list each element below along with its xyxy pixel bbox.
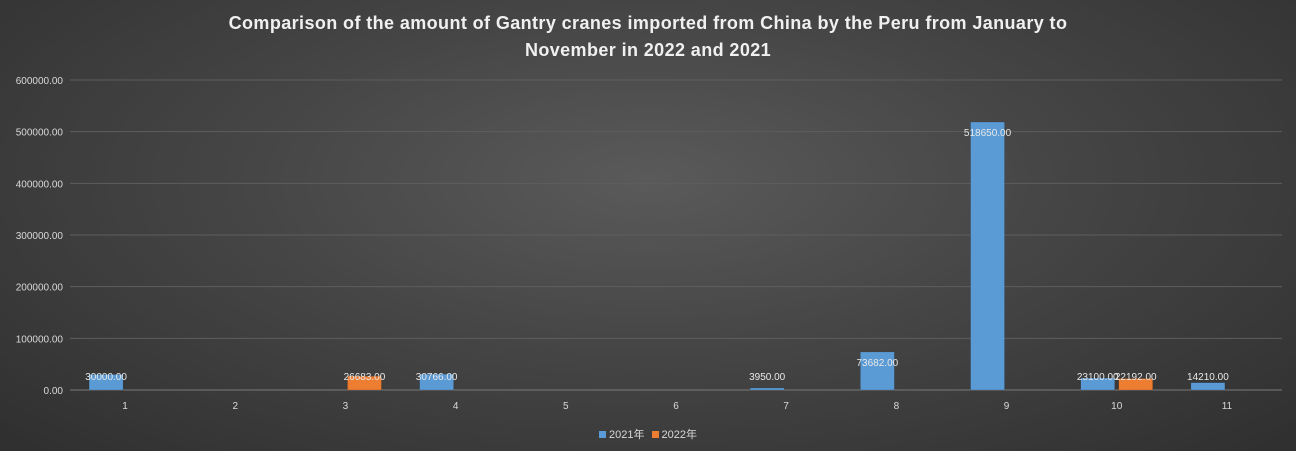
y-tick-label: 400000.00 [16, 179, 64, 190]
data-label: 22192.00 [1115, 372, 1157, 383]
y-tick-label: 0.00 [44, 386, 64, 397]
legend-item-2021: 2021年 [598, 426, 645, 442]
x-tick-label: 3 [343, 401, 349, 412]
y-tick-label: 500000.00 [16, 128, 64, 139]
x-tick-label: 6 [673, 401, 679, 412]
x-tick-label: 8 [894, 401, 900, 412]
bar-2021 [1190, 382, 1226, 391]
x-tick-label: 10 [1111, 401, 1123, 412]
y-tick-label: 300000.00 [16, 231, 64, 242]
data-label: 23100.00 [1077, 372, 1119, 383]
data-label: 14210.00 [1187, 372, 1229, 383]
bar-2021 [419, 373, 454, 391]
y-tick-label: 200000.00 [16, 283, 64, 294]
data-label: 30000.00 [85, 372, 127, 383]
bar-2021 [970, 121, 1005, 391]
x-tick-label: 7 [783, 401, 789, 412]
data-label: 73682.00 [857, 358, 899, 369]
x-tick-label: 5 [563, 401, 569, 412]
chart-title-line-2: November in 2022 and 2021 [524, 40, 772, 60]
bar-2021 [749, 387, 785, 391]
x-tick-label: 2 [232, 401, 238, 412]
bar-2021 [88, 374, 124, 391]
legend-swatch-2022 [651, 430, 659, 438]
legend-item-2022: 2022年 [651, 426, 698, 442]
chart-title-line-1: Comparison of the amount of Gantry crane… [228, 13, 1068, 33]
bar-2022 [347, 375, 382, 391]
legend-label-2021: 2021年 [608, 429, 645, 441]
data-label: 26683.00 [344, 372, 386, 383]
bar-2021 [1080, 377, 1115, 391]
data-label: 518650.00 [964, 128, 1012, 139]
data-label: 30766.00 [416, 372, 458, 383]
bar-2022 [1118, 378, 1153, 391]
bar-2021 [860, 351, 895, 391]
y-tick-label: 100000.00 [16, 334, 64, 345]
x-tick-label: 1 [122, 401, 128, 412]
x-tick-label: 4 [453, 401, 459, 412]
chart-title: Comparison of the amount of Gantry crane… [0, 10, 1296, 64]
data-label: 3950.00 [749, 372, 786, 383]
legend-label-2022: 2022年 [661, 429, 698, 441]
legend-swatch-2021 [598, 430, 606, 438]
legend: 2021年 2022年 [0, 426, 1296, 442]
y-tick-label: 600000.00 [16, 76, 64, 87]
x-tick-label: 9 [1004, 401, 1010, 412]
x-tick-label: 11 [1222, 401, 1233, 412]
